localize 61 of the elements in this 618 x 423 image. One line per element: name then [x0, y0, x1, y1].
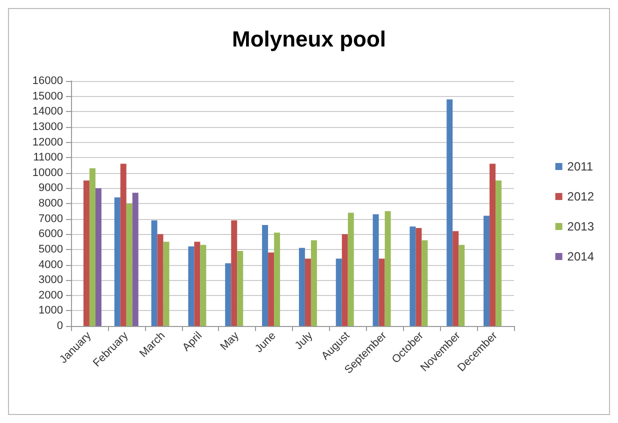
- bar: [348, 212, 354, 326]
- bar: [274, 232, 280, 326]
- y-tick-label: 9000: [38, 182, 63, 194]
- bar: [120, 164, 126, 326]
- bar: [452, 231, 459, 326]
- bar: [310, 240, 317, 326]
- y-tick-label: 3000: [38, 274, 63, 286]
- legend-label: 2011: [567, 160, 594, 174]
- bar: [200, 244, 206, 326]
- legend-label: 2014: [567, 250, 594, 264]
- bar: [422, 240, 428, 326]
- bar: [114, 197, 120, 326]
- bar: [410, 226, 416, 326]
- bar: [151, 220, 158, 326]
- bar: [458, 244, 465, 326]
- y-tick-label: 4000: [38, 258, 63, 271]
- bar: [384, 211, 391, 326]
- y-tick-label: 1000: [38, 304, 63, 317]
- x-tick-label: May: [218, 329, 242, 353]
- bar: [484, 216, 490, 326]
- bar: [490, 164, 496, 326]
- bar: [95, 188, 102, 326]
- chart-title: Molyneux pool: [232, 26, 386, 52]
- y-tick-label: 2000: [38, 289, 63, 302]
- y-tick-label: 16000: [32, 75, 63, 87]
- bar: [225, 263, 232, 326]
- y-tick-label: 10000: [32, 166, 63, 179]
- bar: [157, 234, 164, 326]
- x-tick-label: July: [292, 329, 316, 352]
- y-tick-label: 8000: [38, 198, 63, 210]
- y-tick-label: 12000: [32, 136, 63, 148]
- y-tick-label: 7000: [38, 212, 63, 225]
- y-tick-label: 6000: [38, 228, 63, 240]
- bar: [262, 224, 268, 326]
- y-tick-label: 0: [56, 320, 63, 332]
- bar: [126, 204, 132, 326]
- bar: [496, 180, 502, 326]
- bar: [268, 252, 274, 326]
- y-tick-label: 11000: [33, 152, 63, 164]
- bar: [188, 246, 194, 326]
- bar: [342, 234, 348, 326]
- y-tick-label: 15000: [32, 90, 63, 102]
- legend-label: 2012: [567, 190, 594, 204]
- bar: [163, 242, 170, 326]
- bar: [372, 214, 379, 326]
- bar: [416, 228, 422, 326]
- bar: [83, 180, 90, 326]
- bar: [298, 248, 305, 326]
- bar: [231, 220, 238, 326]
- bar: [237, 250, 244, 326]
- y-tick-label: 14000: [32, 106, 63, 118]
- bar: [89, 168, 96, 326]
- bar: [378, 258, 385, 326]
- y-tick-label: 5000: [38, 243, 63, 256]
- y-tick-label: 13000: [32, 120, 63, 133]
- bar: [132, 192, 138, 326]
- bar: [446, 99, 453, 326]
- legend-label: 2013: [567, 220, 594, 234]
- bar: [194, 242, 200, 326]
- bar: [304, 258, 311, 326]
- bar: [336, 258, 342, 326]
